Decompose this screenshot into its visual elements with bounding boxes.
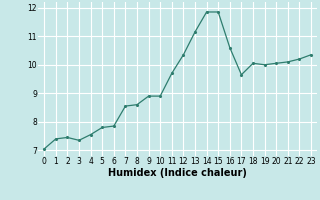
X-axis label: Humidex (Indice chaleur): Humidex (Indice chaleur)	[108, 168, 247, 178]
